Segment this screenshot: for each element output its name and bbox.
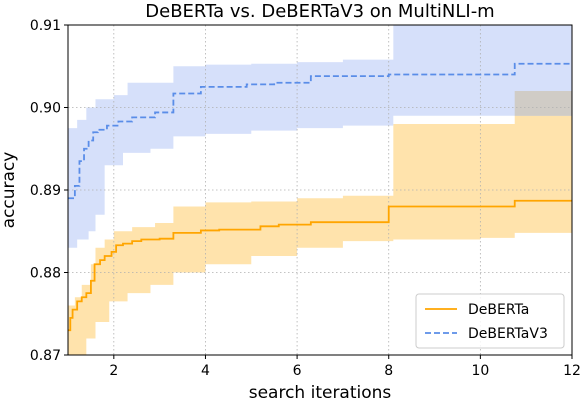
x-tick-label: 4	[201, 363, 210, 379]
legend-box	[415, 293, 565, 349]
y-tick-label: 0.88	[30, 266, 61, 282]
x-axis-label: search iterations	[249, 383, 392, 400]
x-tick-label: 12	[563, 363, 580, 379]
legend: DeBERTa DeBERTaV3	[415, 293, 565, 349]
x-tick-label: 8	[384, 363, 393, 379]
y-tick-label: 0.90	[30, 101, 61, 117]
y-tick-label: 0.87	[30, 348, 61, 364]
x-tick-label: 6	[293, 363, 302, 379]
x-tick-label: 10	[471, 363, 489, 379]
axis-ticks: 2 4 6 8 10 12 0.87 0.88 0.89 0.90 0.91	[30, 18, 580, 379]
series-line-debertav3	[68, 62, 572, 200]
y-tick-label: 0.91	[30, 18, 61, 34]
chart-title: DeBERTa vs. DeBERTaV3 on MultiNLI-m	[145, 1, 494, 22]
band-debertav3	[68, 25, 572, 248]
series-lines	[68, 62, 572, 332]
series-line-deberta	[68, 199, 572, 332]
legend-label-deberta: DeBERTa	[468, 302, 529, 318]
x-tick-label: 2	[109, 363, 118, 379]
legend-label-debertav3: DeBERTaV3	[468, 326, 548, 342]
y-axis-label: accuracy	[0, 152, 19, 229]
band-overlap	[514, 91, 572, 116]
y-tick-label: 0.89	[30, 183, 61, 199]
